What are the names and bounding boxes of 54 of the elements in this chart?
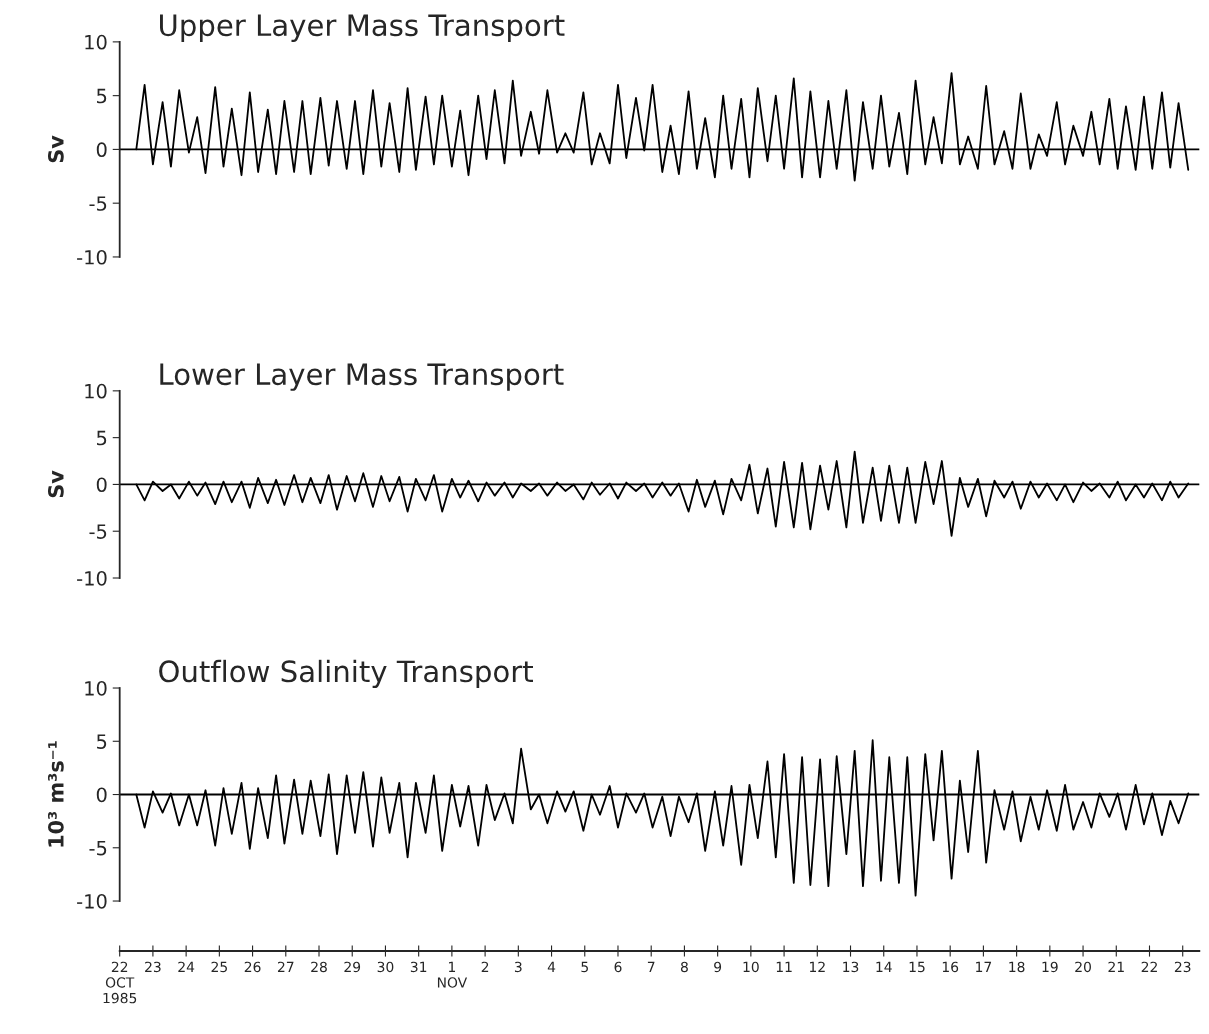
y-tick-label: -10 [77,893,107,909]
x-tick-label: 8 [680,961,688,973]
x-tick-label: 13 [843,961,859,973]
x-tick-label: 14 [876,961,892,972]
y-tick-label: -5 [89,196,107,211]
x-tick-label: 21 [1108,961,1124,972]
x-tick-label: 5 [581,961,588,973]
y-axis-title: 10³ m³s⁻¹ [48,741,64,847]
y-tick-label: 0 [96,787,107,803]
y-tick-label: 10 [85,383,107,399]
y-axis-title: Sv [48,135,64,163]
x-tick-label: 11 [776,961,792,972]
chart-title: Upper Layer Mass Transport [160,14,565,42]
x-tick-label: 16 [942,961,959,973]
x-tick-label: 1 NOV [437,961,468,988]
x-tick-label: 20 [1075,961,1091,973]
x-tick-label: 19 [1042,961,1058,973]
x-tick-label: 23 [145,961,161,973]
y-tick-label: -10 [77,570,107,586]
x-tick-label: 23 [1174,961,1191,973]
x-tick-label: 26 [244,961,261,973]
x-tick-label: 7 [647,961,655,972]
x-tick-label: 4 [547,961,556,972]
y-tick-label: 5 [97,88,107,104]
x-tick-label: 15 [909,961,925,973]
x-tick-label: 22 OCT 1985 [103,961,137,1004]
x-tick-label: 24 [178,961,195,972]
y-tick-label: -10 [77,249,107,265]
x-tick-label: 31 [410,961,427,973]
y-axis-title: Sv [48,470,64,498]
x-tick-label: 10 [743,961,759,973]
x-tick-label: 25 [211,961,227,973]
y-tick-label: 5 [97,734,107,749]
x-tick-label: 27 [277,961,294,972]
x-tick-label: 12 [809,961,825,972]
x-tick-label: 6 [614,961,622,973]
x-tick-label: 3 [514,961,522,973]
x-tick-label: 28 [311,961,327,973]
y-tick-label: 0 [96,477,107,493]
x-tick-label: 30 [377,961,394,973]
y-tick-label: 10 [85,680,107,696]
chart-title: Lower Layer Mass Transport [160,363,564,391]
y-tick-label: 0 [96,142,107,158]
y-tick-label: -5 [89,840,107,856]
y-tick-label: 5 [97,430,107,446]
x-tick-label: 2 [481,961,489,972]
x-tick-label: 22 [1141,961,1157,972]
y-tick-label: -5 [89,524,107,539]
x-tick-label: 9 [714,961,722,973]
x-tick-label: 17 [976,961,992,972]
y-tick-label: 10 [85,34,107,50]
x-tick-label: 29 [344,961,361,973]
x-tick-label: 18 [1009,961,1025,973]
chart-title: Outflow Salinity Transport [159,659,533,689]
